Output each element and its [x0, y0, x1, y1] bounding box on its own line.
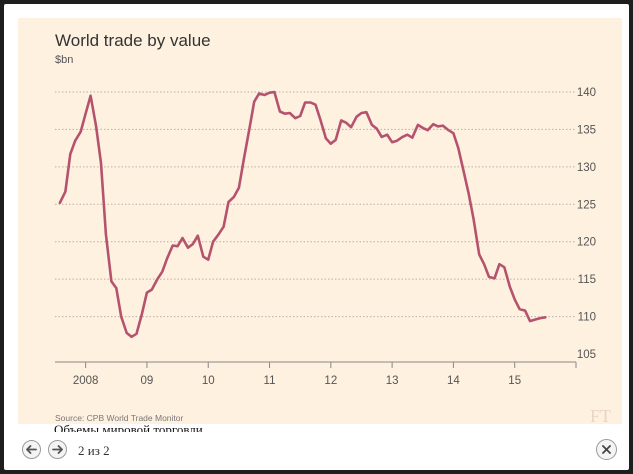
y-tick-label: 125: [577, 199, 596, 211]
y-axis-ticks: 105 110 115 120 125 130 135 140: [577, 87, 596, 361]
y-tick-label: 115: [578, 274, 596, 286]
arrow-left-icon: [26, 445, 37, 454]
image-caption-text: Объемы мировой торговли: [54, 422, 203, 432]
y-tick-label: 140: [577, 87, 596, 99]
arrow-right-icon: [52, 445, 63, 454]
previous-button[interactable]: [22, 440, 41, 459]
close-button[interactable]: [596, 439, 617, 460]
y-tick-label: 130: [577, 162, 596, 174]
x-tick-label: 13: [386, 375, 399, 387]
series-line-world-trade: [58, 90, 547, 339]
y-tick-label: 135: [577, 124, 596, 136]
x-axis-ticks: 2008 09 10 11 12 13 14 15: [73, 362, 577, 387]
image-viewer: World trade by value $bn 105 110 115 120 125…: [4, 4, 629, 470]
x-tick-label: 2008: [73, 375, 99, 387]
chart-title: World trade by value: [55, 31, 211, 50]
x-tick-label: 10: [202, 375, 215, 387]
next-button[interactable]: [48, 440, 67, 459]
y-tick-label: 110: [578, 312, 596, 324]
gridlines: [55, 91, 576, 318]
close-icon: [602, 445, 611, 454]
image-counter: 2 из 2: [78, 443, 110, 458]
x-tick-label: 15: [508, 375, 521, 387]
ft-logo: FT: [590, 406, 611, 424]
x-tick-label: 14: [447, 375, 460, 387]
chart-unit-label: $bn: [55, 54, 73, 66]
x-tick-label: 11: [264, 375, 276, 387]
chart-image: World trade by value $bn 105 110 115 120 125…: [18, 18, 622, 424]
x-tick-label: 09: [141, 375, 154, 387]
chart-source: Source: CPB World Trade Monitor: [55, 413, 184, 423]
viewer-footer: 2 из 2: [4, 430, 629, 470]
y-tick-label: 105: [577, 349, 596, 361]
chart-svg: World trade by value $bn 105 110 115 120 125…: [55, 31, 611, 424]
y-tick-label: 120: [577, 237, 596, 249]
image-caption: Объемы мировой торговли: [54, 420, 203, 432]
x-tick-label: 12: [324, 375, 337, 387]
